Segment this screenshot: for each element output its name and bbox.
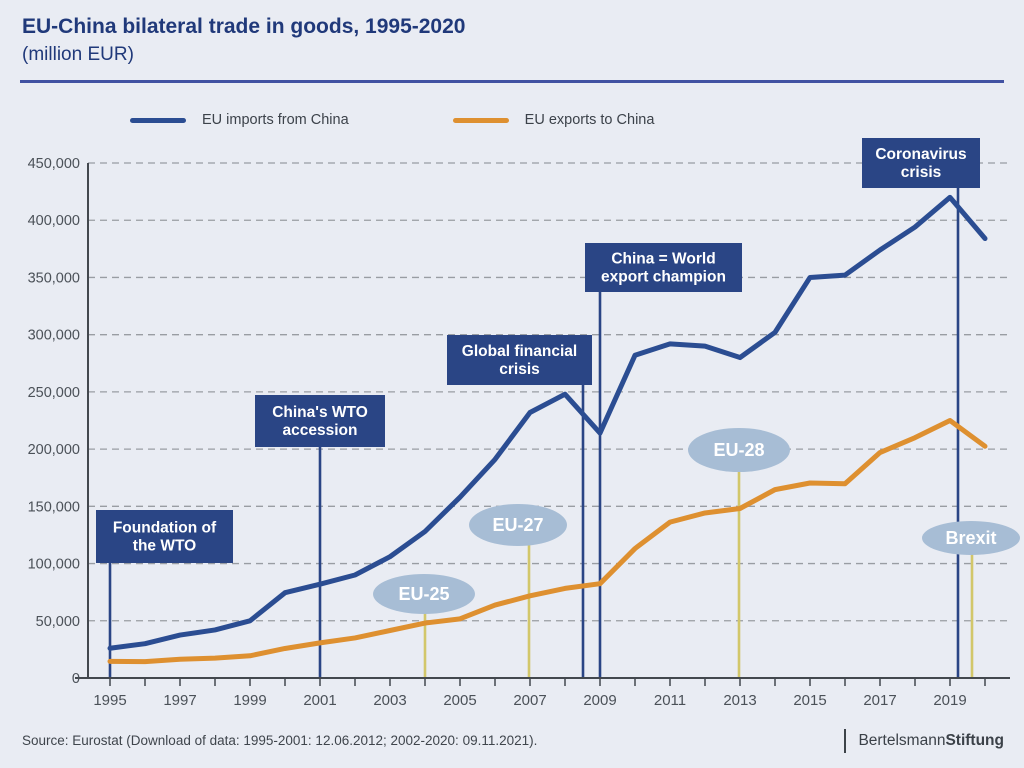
annotation-text-china-wto-accession-0: China's WTO — [272, 404, 368, 421]
legend-label-imports: EU imports from China — [202, 112, 349, 128]
annotation-ellipse-eu-25 — [373, 574, 475, 614]
annotation-text-china-export-champion-0: China = World — [611, 251, 715, 268]
annotation-text-global-financial-crisis-1: crisis — [499, 361, 540, 378]
annotation-ellipse-brexit — [922, 521, 1020, 555]
chart-legend: EU imports from China EU exports to Chin… — [130, 112, 654, 128]
x-tick-label-2003: 2003 — [373, 692, 406, 709]
trade-chart-svg: 0 50,000 100,000 150,000 200,000 250,000 300,0… — [28, 138, 1020, 709]
x-tick-label-2015: 2015 — [793, 692, 826, 709]
exports-line — [107, 418, 988, 665]
trade-chart: 0 50,000 100,000 150,000 200,000 250,000 300,0… — [0, 95, 1024, 725]
page-title: EU-China bilateral trade in goods, 1995-… — [22, 15, 466, 38]
annotation-text-china-export-champion-1: export champion — [601, 269, 726, 286]
x-tick-label-2019: 2019 — [933, 692, 966, 709]
imports-line — [107, 194, 988, 651]
annotation-ellipse-eu-28 — [688, 428, 790, 472]
source-note: Source: Eurostat (Download of data: 1995… — [22, 733, 538, 748]
y-tick-label-150000: 150,000 — [28, 499, 80, 515]
annotation-ellipse-label-brexit: Brexit — [945, 528, 996, 548]
header-divider — [20, 80, 1004, 83]
legend-item-imports: EU imports from China — [130, 112, 349, 128]
x-tick-label-2007: 2007 — [513, 692, 546, 709]
x-tick-label-2009: 2009 — [583, 692, 616, 709]
logo-text-bold: Stiftung — [945, 732, 1004, 749]
y-tick-label-350000: 350,000 — [28, 270, 80, 286]
x-tick-label-2011: 2011 — [654, 692, 686, 709]
x-tick-label-2005: 2005 — [443, 692, 476, 709]
y-tick-label-300000: 300,000 — [28, 328, 80, 344]
y-tick-label-100000: 100,000 — [28, 557, 80, 573]
annotation-text-china-wto-accession-1: accession — [283, 422, 358, 439]
y-tick-label-450000: 450,000 — [28, 156, 80, 172]
annotation-ellipse-eu-27 — [469, 504, 567, 546]
annotation-text-coronavirus-crisis-0: Coronavirus — [875, 146, 966, 163]
chart-header: EU-China bilateral trade in goods, 1995-… — [22, 12, 465, 68]
x-tick-label-1995: 1995 — [93, 692, 126, 709]
y-tick-label-0: 0 — [72, 671, 80, 687]
x-tick-label-2013: 2013 — [723, 692, 756, 709]
logo-text-regular: Bertelsmann — [858, 732, 946, 749]
annotation-box-foundation-wto — [96, 510, 233, 563]
annotation-box-china-export-champion — [585, 243, 742, 292]
annotation-ellipse-label-eu-28: EU-28 — [713, 440, 764, 460]
x-tick-label-1997: 1997 — [163, 692, 196, 709]
annotation-text-global-financial-crisis-0: Global financial — [462, 343, 577, 360]
exports-line-swatch — [452, 117, 509, 123]
page-subtitle: (million EUR) — [22, 44, 134, 65]
annotation-text-foundation-wto-1: the WTO — [133, 538, 196, 555]
imports-line-swatch — [130, 117, 186, 123]
annotation-box-coronavirus-crisis — [862, 138, 980, 188]
legend-label-exports: EU exports to China — [524, 112, 655, 128]
annotation-ellipse-label-eu-25: EU-25 — [398, 584, 449, 604]
annotation-box-china-wto-accession — [255, 395, 385, 447]
y-tick-label-50000: 50,000 — [36, 614, 80, 630]
x-tick-label-2001: 2001 — [303, 692, 336, 709]
legend-item-exports: EU exports to China — [452, 112, 655, 128]
y-tick-label-200000: 200,000 — [28, 442, 80, 458]
annotation-text-foundation-wto-0: Foundation of — [113, 520, 217, 537]
annotation-text-coronavirus-crisis-1: crisis — [901, 164, 942, 181]
y-tick-label-250000: 250,000 — [28, 385, 80, 401]
y-tick-label-400000: 400,000 — [28, 213, 80, 229]
x-tick-label-2017: 2017 — [863, 692, 896, 709]
annotation-box-global-financial-crisis — [447, 335, 592, 385]
annotation-ellipse-label-eu-27: EU-27 — [492, 515, 543, 535]
bertelsmann-stiftung-logo: Bertelsmann Stiftung — [844, 729, 1004, 753]
x-tick-label-1999: 1999 — [233, 692, 266, 709]
